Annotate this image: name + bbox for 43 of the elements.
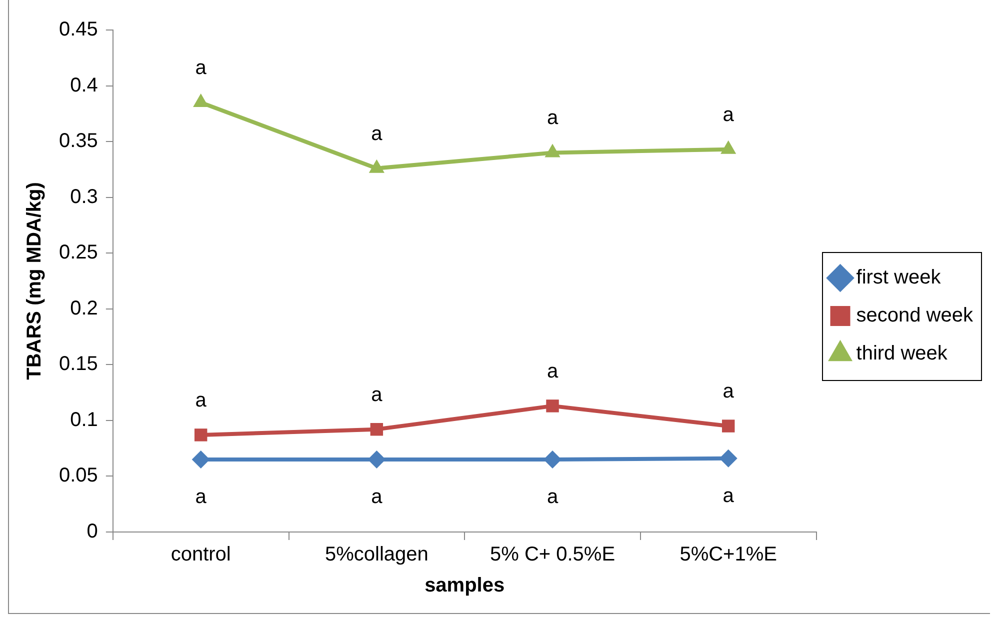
point bbox=[544, 144, 560, 158]
annotation: a bbox=[722, 104, 735, 126]
annotation: a bbox=[546, 107, 559, 130]
point bbox=[368, 159, 384, 173]
x-tick-label: 5% C+ 0.5%E bbox=[490, 544, 616, 566]
y-tick-label: 0.05 bbox=[58, 464, 98, 487]
annotation: a bbox=[546, 486, 559, 508]
point bbox=[720, 140, 736, 154]
annotation: a bbox=[195, 389, 208, 412]
point bbox=[544, 450, 562, 468]
annotation: a bbox=[371, 486, 384, 508]
point bbox=[722, 420, 735, 432]
y-tick-label: 0.4 bbox=[70, 74, 98, 96]
y-tick-label: 0.1 bbox=[70, 408, 98, 431]
x-tick-label: 5%collagen bbox=[324, 544, 428, 566]
y-tick-label: 0.25 bbox=[58, 242, 98, 264]
x-axis-title: samples bbox=[424, 574, 505, 597]
annotation: a bbox=[371, 122, 384, 145]
annotation: a bbox=[195, 57, 208, 80]
legend-label: second week bbox=[856, 304, 974, 327]
annotation: a bbox=[722, 380, 735, 403]
point bbox=[368, 450, 386, 468]
legend-label: third week bbox=[856, 342, 948, 365]
y-tick-label: 0.3 bbox=[70, 186, 98, 208]
y-tick-label: 0.35 bbox=[58, 130, 98, 152]
annotation: a bbox=[195, 486, 208, 508]
point bbox=[194, 428, 208, 442]
y-tick-label: 0 bbox=[86, 520, 98, 543]
annotation: a bbox=[722, 484, 735, 507]
y-axis-title: TBARS (mg MDA/kg) bbox=[24, 182, 46, 380]
point bbox=[193, 94, 209, 108]
annotation: a bbox=[546, 360, 559, 382]
point bbox=[546, 400, 559, 412]
point bbox=[370, 423, 384, 436]
point bbox=[719, 449, 738, 468]
x-tick-label: 5%C+1%E bbox=[680, 544, 777, 566]
y-tick-label: 0.2 bbox=[70, 297, 98, 320]
y-tick-label: 0.15 bbox=[58, 353, 98, 376]
x-tick-label: control bbox=[170, 544, 231, 566]
y-tick-label: 0.45 bbox=[58, 18, 98, 41]
legend-label: first week bbox=[856, 266, 942, 289]
point bbox=[192, 450, 210, 468]
annotation: a bbox=[371, 384, 384, 406]
